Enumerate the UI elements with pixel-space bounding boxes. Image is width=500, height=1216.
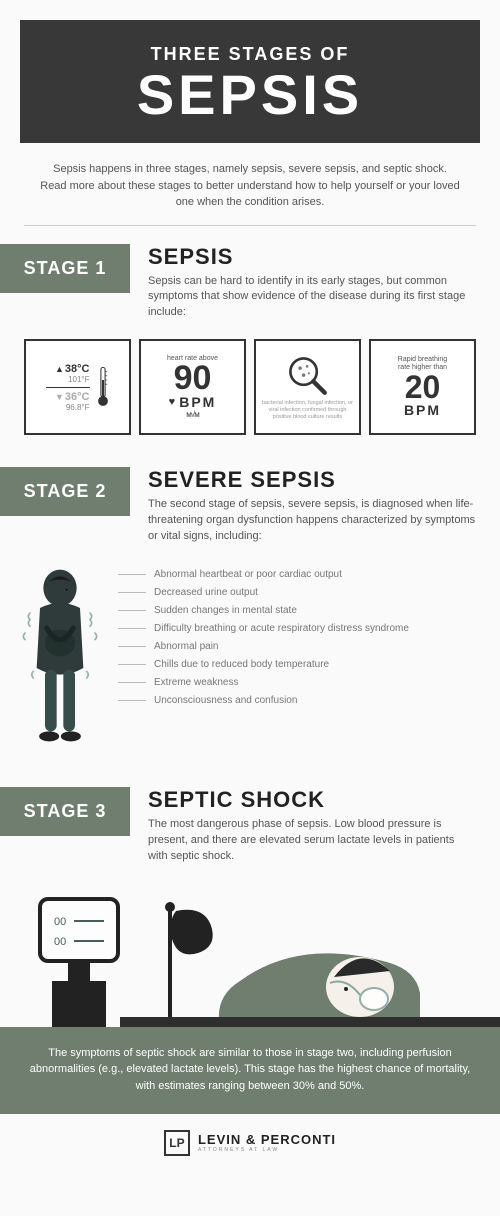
symptom-item: Extreme weakness — [118, 677, 476, 688]
header-line2: SEPSIS — [40, 67, 460, 123]
monitor-reading-2: 00 — [54, 936, 66, 948]
stage1-tiles: ▲38°C 101°F ▼36°C 96.8°F heart rate abov… — [0, 333, 500, 435]
stage3-bottom-text: The symptoms of septic shock are similar… — [0, 1027, 500, 1115]
symptom-item: Abnormal pain — [118, 641, 476, 652]
brand-name: LEVIN & PERCONTI — [198, 1133, 336, 1146]
symptom-item: Sudden changes in mental state — [118, 605, 476, 616]
person-shivering-icon — [10, 563, 110, 755]
stage2-header: STAGE 2 SEVERE SEPSIS The second stage o… — [0, 435, 500, 557]
footer: LP LEVIN & PERCONTI ATTORNEYS AT LAW — [0, 1114, 500, 1176]
tile-breathing: Rapid breathing rate higher than 20 BPM — [369, 339, 476, 435]
hr-unit: BPM — [179, 394, 216, 410]
hr-value: 90 — [174, 362, 212, 394]
tile-heart-rate: heart rate above 90 ♥ BPM ᴍ√ᴍ — [139, 339, 246, 435]
stage2-desc: The second stage of sepsis, severe sepsi… — [148, 497, 476, 545]
stage1-desc: Sepsis can be hard to identify in its ea… — [148, 274, 476, 322]
heart-icon: ♥ — [169, 396, 176, 408]
intro-text: Sepsis happens in three stages, namely s… — [0, 143, 500, 225]
symptom-list: Abnormal heartbeat or poor cardiac outpu… — [118, 563, 476, 713]
brand-subtitle: ATTORNEYS AT LAW — [198, 1148, 336, 1153]
symptom-item: Abnormal heartbeat or poor cardiac outpu… — [118, 569, 476, 580]
br-unit: BPM — [404, 402, 441, 418]
tile-temperature: ▲38°C 101°F ▼36°C 96.8°F — [24, 339, 131, 435]
stage3-badge: STAGE 3 — [0, 787, 130, 836]
symptom-item: Unconsciousness and confusion — [118, 695, 476, 706]
monitor-reading-1: 00 — [54, 916, 66, 928]
stage2-badge: STAGE 2 — [0, 467, 130, 516]
br-value: 20 — [405, 372, 441, 402]
stage1-header: STAGE 1 SEPSIS Sepsis can be hard to ide… — [0, 244, 500, 334]
temp-low-f: 96.8°F — [66, 403, 90, 412]
header-line1: THREE STAGES OF — [40, 44, 460, 65]
stage1-badge: STAGE 1 — [0, 244, 130, 293]
stage2-title: SEVERE SEPSIS — [148, 467, 476, 493]
hospital-bed-icon: 00 00 — [0, 877, 500, 1027]
br-label1: Rapid breathing — [398, 356, 447, 364]
symptom-item: Decreased urine output — [118, 587, 476, 598]
brand-mark-icon: LP — [164, 1130, 190, 1156]
stage3-title: SEPTIC SHOCK — [148, 787, 476, 813]
stage3-desc: The most dangerous phase of sepsis. Low … — [148, 817, 476, 865]
header-banner: THREE STAGES OF SEPSIS — [20, 20, 480, 143]
pulse-icon: ᴍ√ᴍ — [186, 410, 198, 419]
stage2-body: Abnormal heartbeat or poor cardiac outpu… — [0, 557, 500, 755]
symptom-item: Difficulty breathing or acute respirator… — [118, 623, 476, 634]
temp-high-c: 38°C — [65, 363, 90, 375]
tile-culture: bacterial infection, fungal infection, o… — [254, 339, 361, 435]
temp-low-c: 36°C — [65, 391, 90, 403]
culture-caption: bacterial infection, fungal infection, o… — [258, 400, 357, 420]
divider — [24, 225, 476, 226]
temp-high-f: 101°F — [68, 375, 89, 384]
thermometer-icon — [96, 366, 110, 408]
stage3-header: STAGE 3 SEPTIC SHOCK The most dangerous … — [0, 755, 500, 877]
stage1-title: SEPSIS — [148, 244, 476, 270]
magnifier-icon — [286, 354, 330, 398]
symptom-item: Chills due to reduced body temperature — [118, 659, 476, 670]
